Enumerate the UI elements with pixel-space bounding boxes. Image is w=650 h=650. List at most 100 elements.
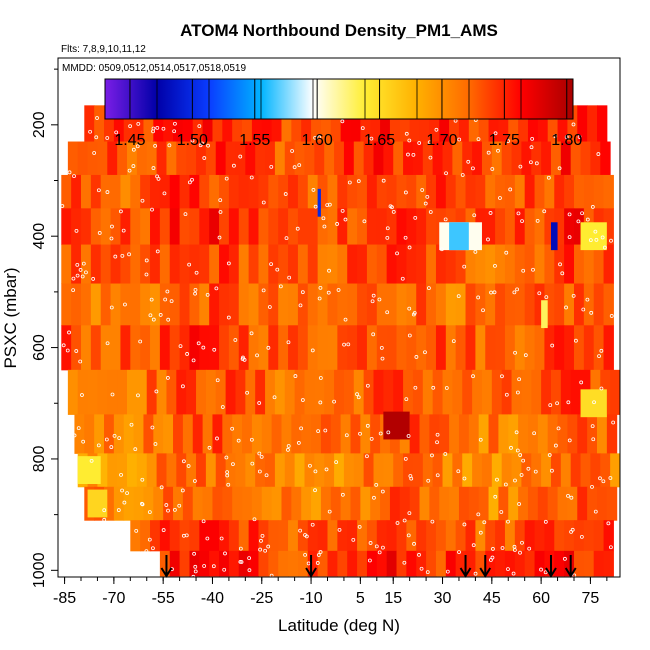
sample-point bbox=[205, 292, 210, 297]
sample-point bbox=[167, 143, 172, 148]
sample-point bbox=[597, 354, 601, 359]
heatmap-cell bbox=[475, 244, 486, 285]
sample-point bbox=[250, 461, 255, 466]
sample-point bbox=[310, 522, 315, 527]
heatmap-cell bbox=[557, 486, 568, 521]
sample-point bbox=[75, 262, 80, 267]
heatmap-cell bbox=[583, 325, 595, 371]
sample-point bbox=[435, 432, 440, 437]
sample-point bbox=[548, 403, 553, 408]
heatmap-cell bbox=[435, 174, 447, 209]
sample-point bbox=[207, 445, 212, 450]
sample-point bbox=[136, 122, 141, 126]
heatmap-cell bbox=[429, 105, 440, 143]
sample-point bbox=[493, 131, 498, 136]
sample-point bbox=[404, 397, 409, 402]
heatmap-cell bbox=[110, 283, 121, 326]
heatmap-cell bbox=[143, 486, 154, 521]
heatmap-cell bbox=[100, 208, 112, 246]
heatmap-cell bbox=[136, 369, 148, 415]
heatmap-cell bbox=[307, 208, 319, 246]
heatmap-cell bbox=[182, 414, 194, 454]
heatmap-cell bbox=[573, 550, 585, 577]
sample-point bbox=[147, 537, 152, 542]
heatmap-cell bbox=[465, 550, 476, 577]
sample-point bbox=[266, 544, 271, 549]
sample-point bbox=[269, 262, 273, 267]
y-axis: 200 400 600 800 1000 bbox=[31, 68, 58, 588]
sample-point bbox=[205, 536, 210, 541]
heatmap-cell bbox=[485, 520, 496, 552]
heatmap-cell bbox=[169, 325, 181, 371]
heatmap-cell bbox=[554, 325, 565, 371]
heatmap-cell bbox=[294, 453, 305, 488]
sample-point bbox=[181, 459, 186, 464]
heatmap-cell bbox=[504, 325, 516, 371]
heatmap-cell bbox=[514, 208, 526, 246]
heatmap-cell bbox=[445, 325, 457, 371]
heatmap-cell bbox=[435, 550, 447, 577]
sample-point bbox=[504, 250, 509, 255]
heatmap-cell bbox=[416, 325, 427, 371]
heatmap-cell bbox=[445, 520, 457, 552]
heatmap-cell bbox=[81, 174, 92, 209]
sample-point bbox=[240, 357, 245, 361]
heatmap-cell bbox=[317, 283, 328, 326]
heatmap-cell bbox=[435, 520, 447, 552]
heatmap-cell bbox=[271, 105, 282, 143]
heatmap-cell bbox=[376, 520, 388, 552]
heatmap-cell bbox=[511, 453, 522, 488]
sample-point bbox=[286, 444, 291, 448]
heatmap-cell bbox=[120, 283, 131, 326]
heatmap-cell bbox=[179, 208, 190, 246]
sample-point bbox=[385, 310, 390, 315]
heatmap-cell bbox=[603, 550, 614, 577]
heatmap-cell bbox=[123, 414, 135, 454]
sample-point bbox=[257, 401, 262, 405]
sample-point bbox=[150, 425, 155, 430]
heatmap-cell bbox=[238, 174, 250, 209]
heatmap-cell bbox=[547, 414, 559, 454]
sample-point bbox=[406, 533, 411, 538]
sample-point bbox=[165, 289, 170, 294]
arrow-head bbox=[564, 567, 577, 578]
heatmap-cell bbox=[169, 550, 181, 577]
sample-point bbox=[92, 151, 97, 155]
heatmap-cell bbox=[123, 486, 135, 521]
sample-point bbox=[134, 529, 139, 533]
heatmap-cell bbox=[478, 105, 490, 143]
heatmap-cell bbox=[166, 453, 177, 488]
sample-point bbox=[335, 222, 339, 226]
heatmap-cell bbox=[376, 550, 388, 577]
heatmap-cell bbox=[491, 141, 503, 176]
sample-point bbox=[316, 553, 321, 557]
sample-point bbox=[592, 400, 596, 405]
sample-point bbox=[172, 507, 177, 512]
heatmap-cell bbox=[327, 283, 338, 326]
heatmap-cell bbox=[495, 208, 506, 246]
heatmap-cell bbox=[209, 174, 220, 209]
sample-point bbox=[286, 340, 291, 345]
heatmap-cell bbox=[307, 244, 319, 285]
heatmap-cell bbox=[232, 486, 243, 521]
sample-point bbox=[537, 291, 542, 296]
heatmap-cell bbox=[593, 174, 605, 209]
sample-point bbox=[343, 317, 348, 322]
heatmap-cell bbox=[491, 369, 503, 415]
sample-point bbox=[428, 210, 433, 214]
heatmap-cell bbox=[357, 208, 368, 246]
heatmap-cell bbox=[396, 325, 407, 371]
heatmap-cell bbox=[189, 550, 200, 577]
sample-point bbox=[193, 569, 198, 574]
heatmap-cell bbox=[311, 414, 322, 454]
heatmap-cell bbox=[120, 174, 131, 209]
heatmap-cell bbox=[583, 244, 595, 285]
sample-point bbox=[369, 136, 374, 141]
sample-point bbox=[81, 261, 86, 266]
heatmap-cell bbox=[514, 550, 526, 577]
sample-point bbox=[386, 430, 391, 435]
sample-point bbox=[202, 156, 207, 160]
sample-point bbox=[266, 345, 271, 350]
sample-point bbox=[407, 511, 412, 516]
sample-point bbox=[351, 537, 356, 542]
